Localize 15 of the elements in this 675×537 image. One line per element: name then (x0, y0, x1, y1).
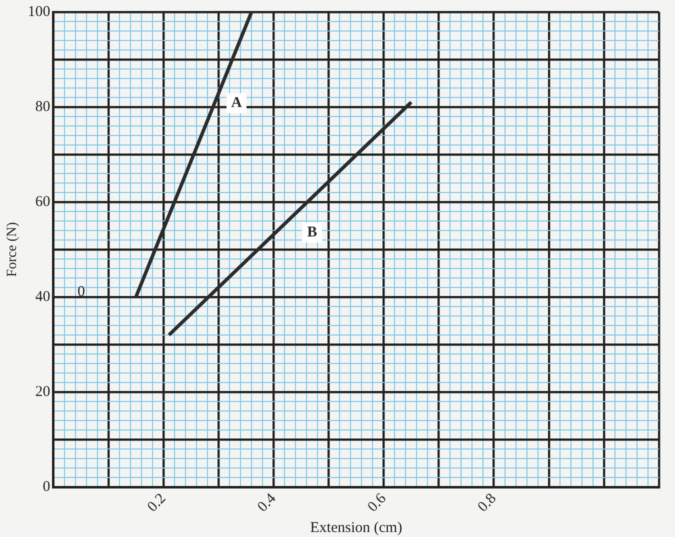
y-tick-label: 100 (28, 4, 50, 20)
y-tick-label: 60 (35, 194, 50, 210)
y-tick-label: 80 (35, 98, 50, 115)
annotation: 0 (78, 284, 86, 300)
y-tick-label: 20 (35, 384, 50, 400)
x-tick-label: 0.2 (144, 490, 170, 516)
y-axis-title: Force (N) (5, 222, 20, 277)
x-tick-label: 0.8 (475, 490, 500, 516)
series-label: A (231, 95, 242, 112)
y-tick-label: 40 (35, 288, 50, 305)
x-tick-label: 0.4 (254, 490, 280, 516)
y-tick-label: 0 (42, 478, 50, 495)
x-tick-label: 0.6 (364, 490, 390, 516)
x-axis-title: Extension (cm) (310, 520, 402, 536)
series-label: B (307, 224, 318, 241)
